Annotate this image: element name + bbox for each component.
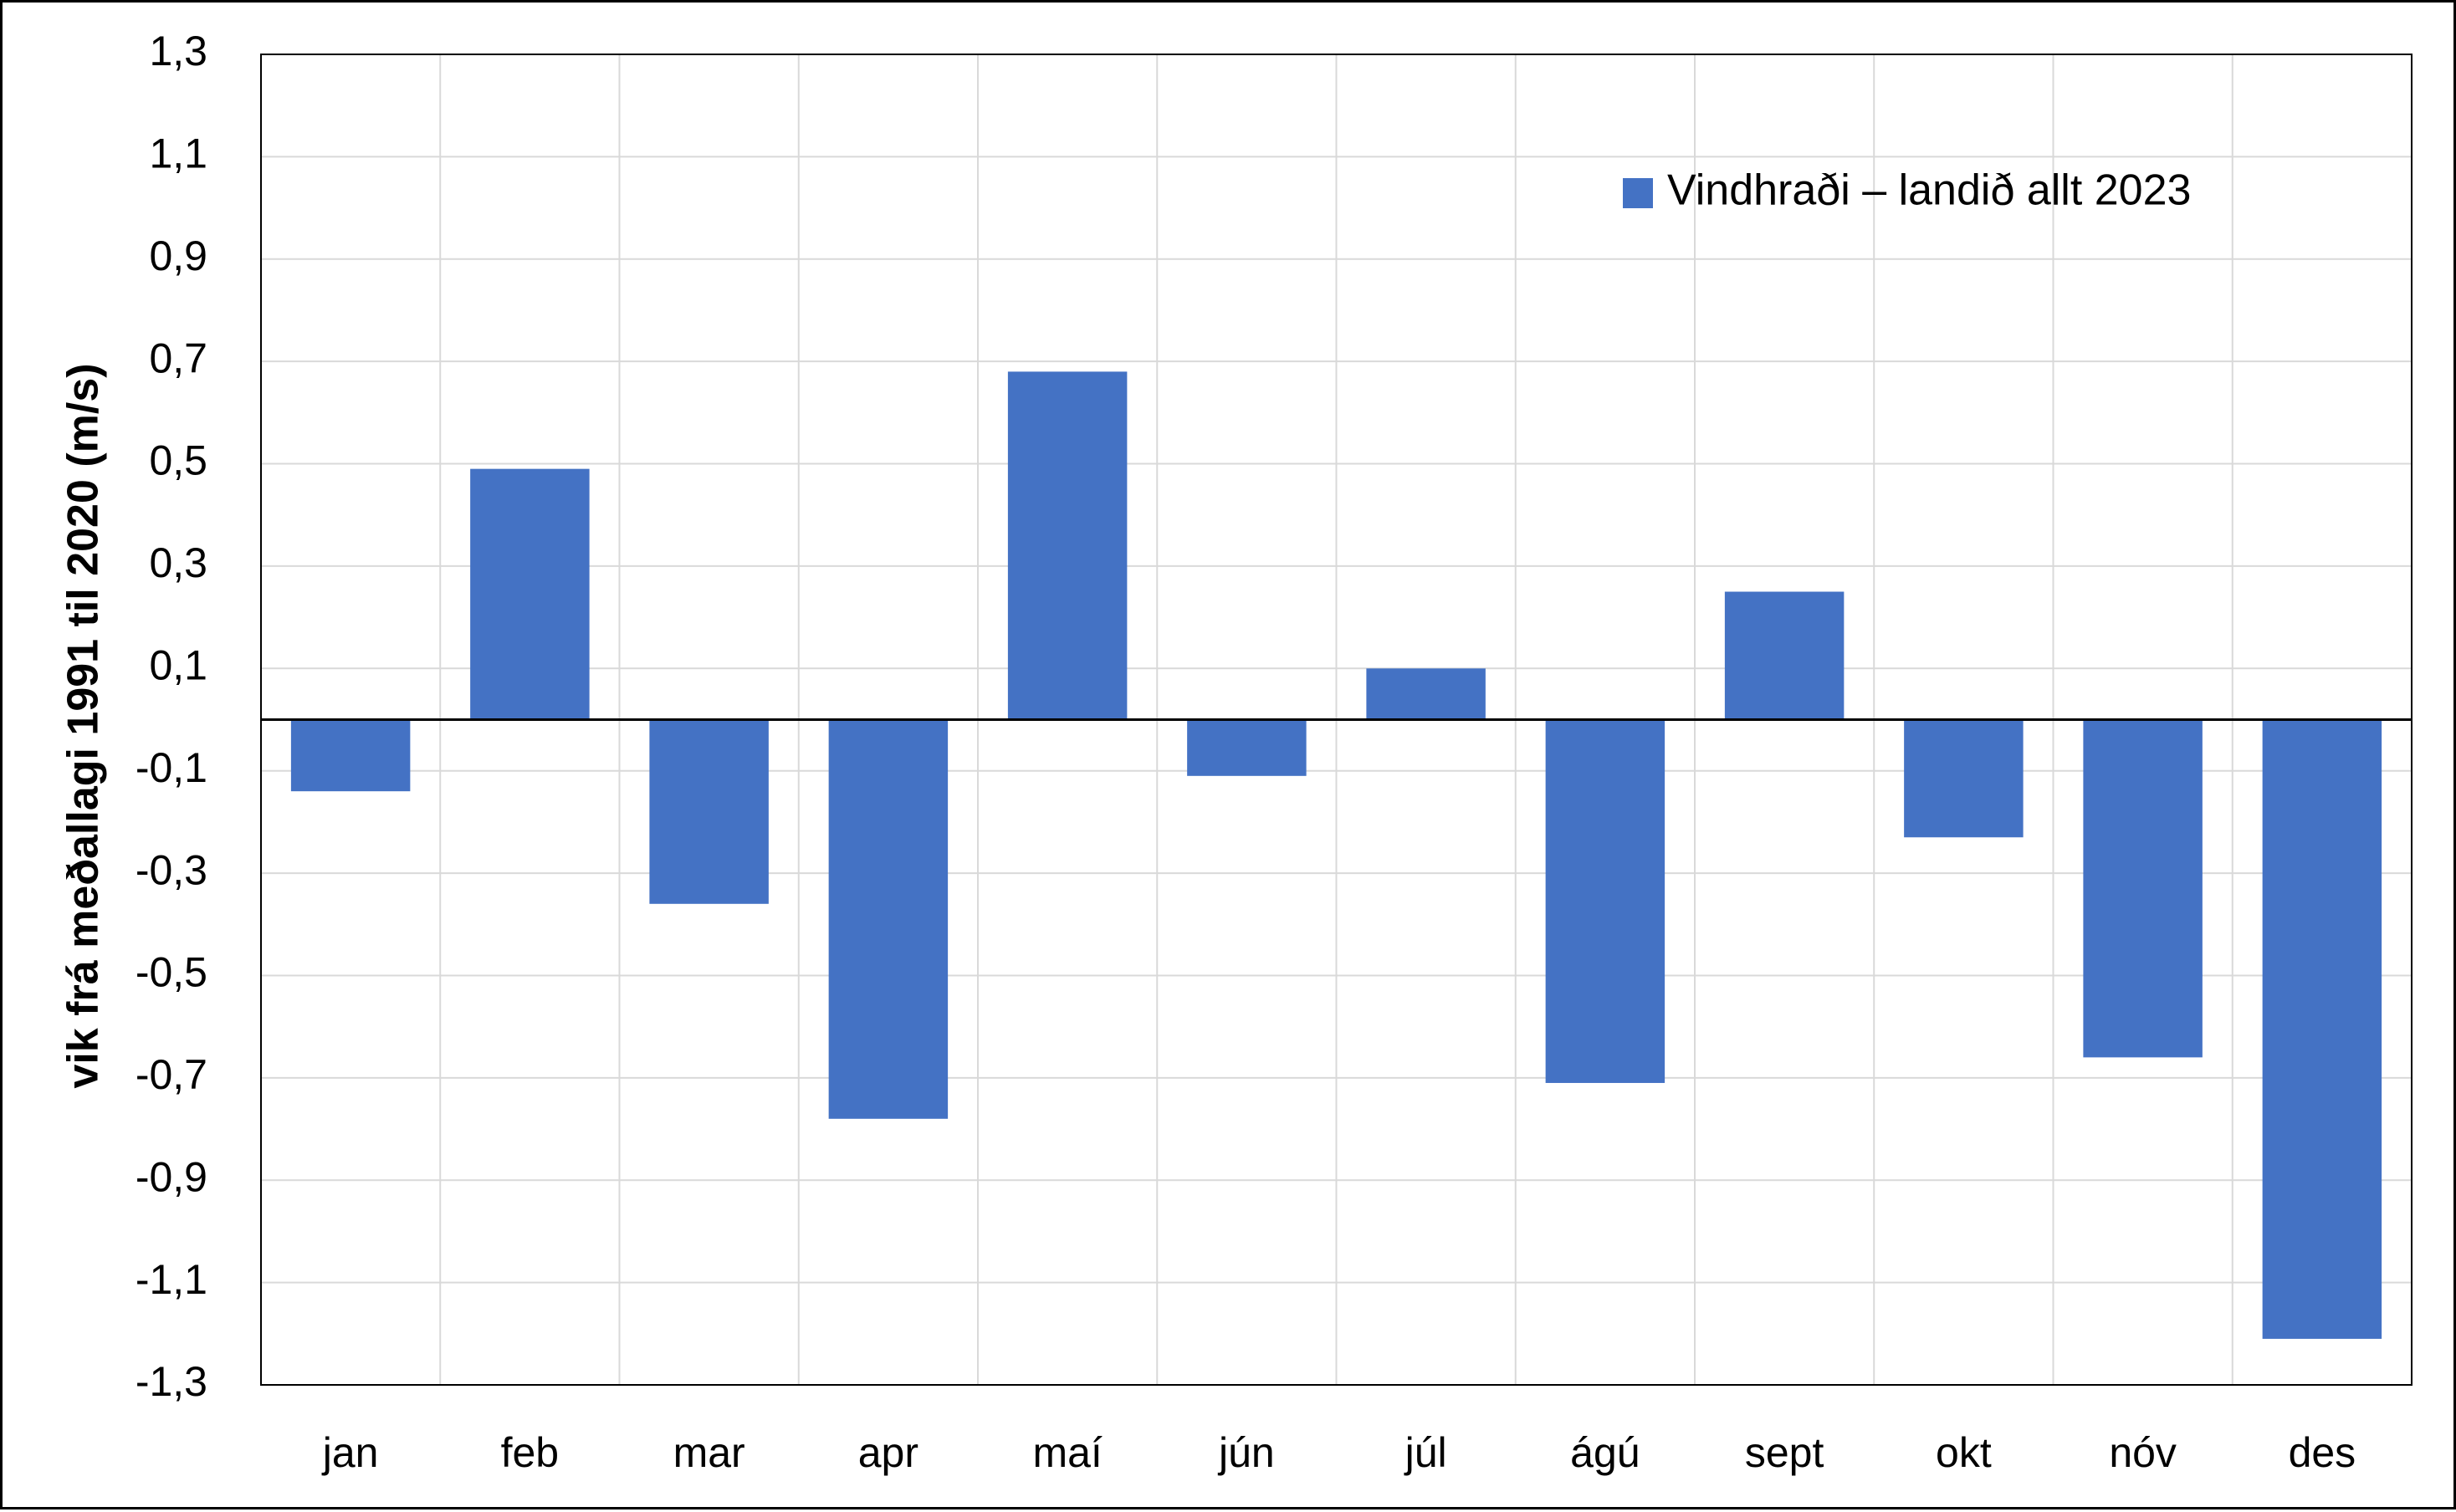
- y-axis-title: vik frá meðallagi 1991 til 2020 (m/s): [59, 363, 108, 1088]
- bar-mar: [649, 719, 769, 904]
- x-tick-label: okt: [1936, 1429, 1992, 1476]
- x-tick-label: mar: [673, 1429, 745, 1476]
- x-tick-label: jún: [1217, 1429, 1275, 1476]
- y-tick-label: 0,9: [149, 232, 207, 279]
- bar-layer: [290, 371, 2382, 1339]
- bar-okt: [1904, 719, 2024, 838]
- bar-sept: [1724, 591, 1845, 720]
- y-tick-label: -0,3: [136, 846, 207, 893]
- bar-feb: [470, 468, 590, 720]
- y-tick-labels: 1,3 1,1 0,9 0,7 0,5 0,3 0,1 -0,1 -0,3 -0,5 -0,7 -0,…: [136, 28, 207, 1405]
- x-tick-label: apr: [858, 1429, 918, 1476]
- y-tick-label: 0,7: [149, 335, 207, 381]
- bar-jún: [1187, 719, 1307, 776]
- y-tick-label: 1,1: [149, 130, 207, 177]
- bar-chart: 1,3 1,1 0,9 0,7 0,5 0,3 0,1 -0,1 -0,3 -0,5 -0,7 -0,…: [59, 28, 2413, 1476]
- x-tick-label: júl: [1404, 1429, 1447, 1476]
- y-tick-label: -0,7: [136, 1051, 207, 1098]
- y-tick-label: 0,1: [149, 642, 207, 689]
- bar-jan: [290, 719, 411, 792]
- x-tick-label: maí: [1032, 1429, 1102, 1476]
- bar-maí: [1007, 371, 1128, 720]
- legend-swatch: [1623, 178, 1653, 208]
- x-tick-label: jan: [321, 1429, 379, 1476]
- legend: Vindhraði – landið allt 2023: [1623, 166, 2191, 215]
- y-tick-label: 1,3: [149, 28, 207, 74]
- bar-apr: [828, 719, 949, 1119]
- y-tick-label: -1,1: [136, 1256, 207, 1303]
- bar-nóv: [2083, 719, 2203, 1058]
- axis-layer: [260, 54, 2413, 1386]
- x-tick-label: nóv: [2109, 1429, 2177, 1476]
- bar-ágú: [1545, 719, 1665, 1083]
- legend-label: Vindhraði – landið allt 2023: [1667, 166, 2191, 215]
- y-tick-label: -0,5: [136, 949, 207, 996]
- x-tick-label: feb: [501, 1429, 560, 1476]
- x-tick-labels: jan feb mar apr maí jún júl ágú sept okt nóv des: [321, 1429, 2356, 1476]
- y-tick-label: -0,1: [136, 744, 207, 791]
- x-tick-label: des: [2289, 1429, 2356, 1476]
- bar-júl: [1366, 668, 1486, 720]
- x-tick-label: ágú: [1570, 1429, 1640, 1476]
- y-tick-label: 0,5: [149, 437, 207, 484]
- y-tick-label: -0,9: [136, 1153, 207, 1200]
- bar-des: [2262, 719, 2382, 1339]
- x-tick-label: sept: [1745, 1429, 1824, 1476]
- y-tick-label: 0,3: [149, 539, 207, 586]
- y-tick-label: -1,3: [136, 1358, 207, 1405]
